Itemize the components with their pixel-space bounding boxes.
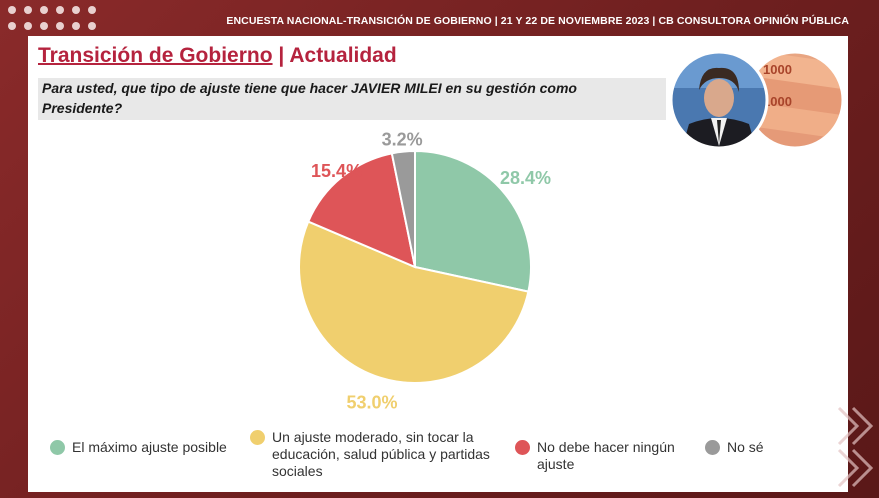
pie-slice-moderado — [298, 220, 530, 384]
decorative-chevrons — [837, 406, 874, 488]
legend-item-no-se: No sé — [705, 439, 764, 456]
header-photo: 1000 1000 — [671, 50, 843, 150]
pie-label-moderado: 53.0% — [346, 392, 397, 412]
legend-label: ajuste — [537, 456, 575, 472]
pie-slice-ninguno — [306, 152, 417, 269]
content-panel: Transición de Gobierno | Actualidad Para… — [28, 36, 848, 492]
svg-text:1000: 1000 — [763, 62, 792, 77]
legend-item-ninguno: No debe hacer ningún ajuste — [515, 439, 675, 473]
legend-label: No debe hacer ningún — [537, 439, 675, 455]
survey-header: ENCUESTA NACIONAL-TRANSICIÓN DE GOBIERNO… — [226, 15, 849, 27]
legend-swatch — [705, 440, 720, 455]
survey-question: Para usted, que tipo de ajuste tiene que… — [38, 78, 666, 120]
legend-item-moderado: Un ajuste moderado, sin tocar la educaci… — [250, 429, 490, 480]
question-line-2: Presidente? — [42, 100, 123, 116]
legend-label: El máximo ajuste posible — [72, 439, 227, 455]
question-line-1: Para usted, que tipo de ajuste tiene que… — [42, 80, 577, 96]
title-separator: | — [278, 44, 285, 67]
legend-label: No sé — [727, 439, 764, 455]
chart-legend: El máximo ajuste posible Un ajuste moder… — [28, 429, 848, 491]
svg-text:1000: 1000 — [763, 94, 792, 109]
legend-label: educación, salud pública y partidas — [272, 446, 490, 462]
legend-swatch — [50, 440, 65, 455]
title-main: Transición de Gobierno — [38, 44, 273, 67]
pie-slice-maximo — [414, 149, 532, 293]
title-section: Actualidad — [289, 44, 397, 67]
pie-label-ninguno: 15.4% — [311, 161, 362, 181]
legend-item-maximo: El máximo ajuste posible — [50, 439, 227, 456]
pie-label-maximo: 28.4% — [500, 168, 551, 188]
legend-swatch — [250, 430, 265, 445]
decorative-dots — [8, 6, 103, 36]
pie-slices — [298, 149, 532, 384]
legend-label: Un ajuste moderado, sin tocar la — [272, 429, 474, 445]
pie-labels: 28.4% 53.0% 15.4% 3.2% — [311, 130, 551, 413]
legend-label: sociales — [272, 463, 323, 479]
pie-chart: 28.4% 53.0% 15.4% 3.2% — [298, 130, 551, 413]
page-title: Transición de Gobierno | Actualidad — [38, 44, 397, 68]
pie-slice-no-se — [390, 149, 416, 268]
pie-label-no-se: 3.2% — [382, 130, 423, 150]
legend-swatch — [515, 440, 530, 455]
